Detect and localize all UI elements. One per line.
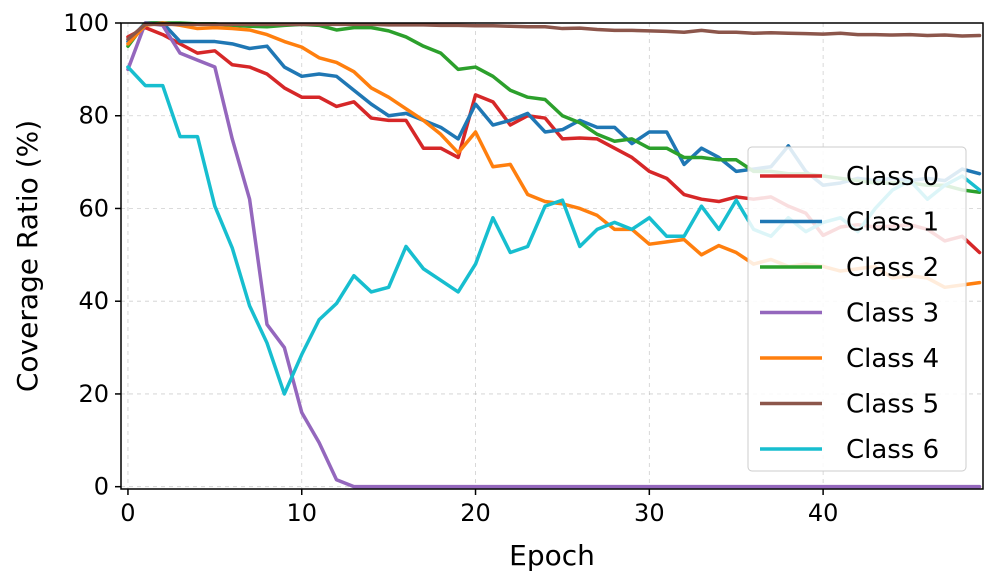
series-line-class-3: [126, 21, 982, 489]
y-tick-label: 40: [78, 287, 109, 315]
legend-item: Class 6: [760, 435, 939, 465]
legend-item: Class 5: [760, 390, 939, 420]
legend: Class 0 Class 1 Class 2 Class 3 Class 4 Class…: [747, 146, 967, 472]
y-tick-label: 80: [78, 102, 109, 130]
legend-item: Class 4: [760, 344, 939, 374]
y-tick-label: 100: [63, 9, 109, 37]
x-tick-label: 0: [120, 499, 135, 527]
legend-item: Class 2: [760, 253, 939, 283]
y-axis-label: Coverage Ratio (%): [11, 120, 44, 392]
legend-item: Class 3: [760, 299, 939, 329]
legend-label: Class 1: [846, 208, 939, 238]
legend-label: Class 2: [846, 253, 939, 283]
legend-item: Class 0: [760, 162, 939, 192]
y-axis: 0 20 40 60 80 100: [63, 9, 121, 501]
legend-box: [747, 146, 967, 472]
x-tick-label: 10: [286, 499, 317, 527]
x-axis-label: Epoch: [509, 539, 595, 572]
legend-item: Class 1: [760, 208, 939, 238]
legend-label: Class 5: [846, 390, 939, 420]
x-tick-label: 20: [460, 499, 491, 527]
legend-label: Class 6: [846, 435, 939, 465]
legend-label: Class 4: [846, 344, 939, 374]
y-tick-label: 0: [94, 473, 109, 501]
x-tick-label: 30: [634, 499, 665, 527]
x-axis: 0 10 20 30 40: [120, 489, 838, 527]
y-tick-label: 20: [78, 380, 109, 408]
legend-label: Class 0: [846, 162, 939, 192]
plot-area: [120, 22, 984, 490]
y-tick-label: 60: [78, 194, 109, 222]
x-tick-label: 40: [808, 499, 839, 527]
legend-label: Class 3: [846, 299, 939, 329]
series-line-class-5: [126, 22, 982, 41]
